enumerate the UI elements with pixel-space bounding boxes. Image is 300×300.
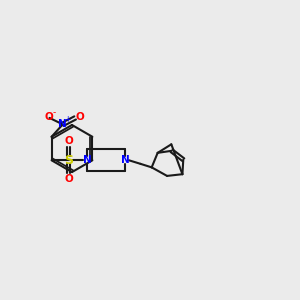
Text: N: N [58, 119, 67, 129]
Text: O: O [64, 174, 73, 184]
Text: +: + [64, 115, 71, 124]
Text: -: - [52, 108, 56, 117]
Text: O: O [44, 112, 53, 122]
Text: O: O [64, 136, 73, 146]
Text: O: O [76, 112, 84, 122]
Text: N: N [82, 155, 91, 165]
Text: N: N [121, 155, 130, 165]
Text: S: S [64, 154, 73, 167]
